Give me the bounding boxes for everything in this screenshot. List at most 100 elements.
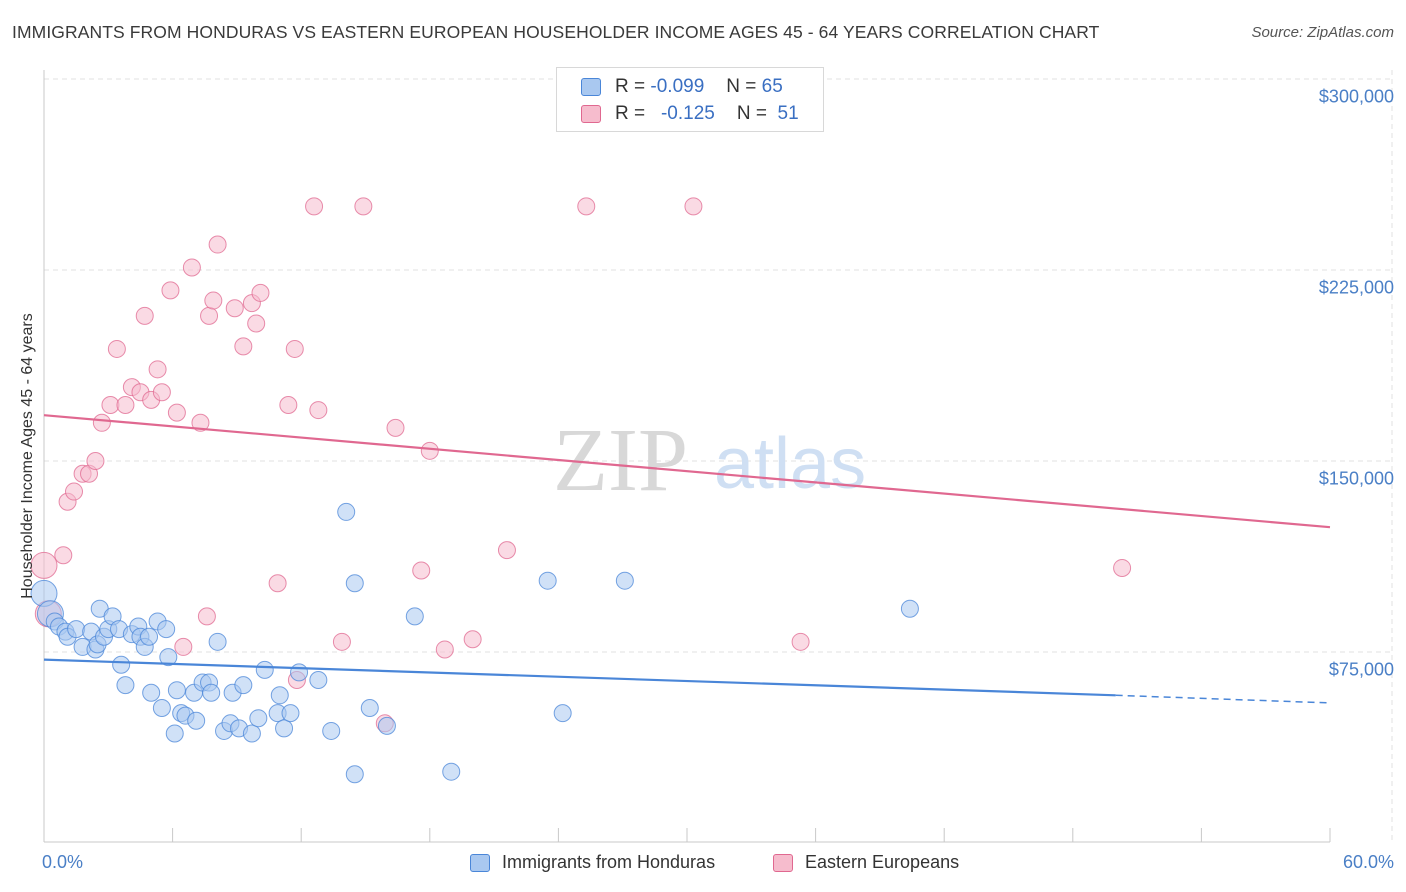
n-value: 51 <box>777 103 799 124</box>
r-value: -0.099 <box>650 76 705 97</box>
legend-label: Eastern Europeans <box>805 852 960 872</box>
data-point <box>202 683 221 702</box>
data-point <box>305 197 324 216</box>
data-point <box>92 413 111 432</box>
data-point <box>290 663 309 682</box>
data-point <box>174 637 193 656</box>
data-point <box>322 721 341 740</box>
grid-lines <box>44 70 1393 842</box>
trend-line-extension <box>1115 694 1331 704</box>
data-point <box>67 620 86 639</box>
data-point <box>152 699 171 718</box>
data-point <box>281 704 300 723</box>
data-point <box>112 655 131 674</box>
data-point <box>538 571 557 590</box>
legend-item-honduras: Immigrants from Honduras <box>470 852 715 873</box>
data-point <box>140 627 159 646</box>
data-point <box>182 258 201 277</box>
data-point <box>247 314 266 333</box>
data-point <box>405 607 424 626</box>
data-point <box>152 383 171 402</box>
stats-legend: R = -0.099 N = 65 R = -0.125 N = 51 <box>556 67 824 132</box>
legend-label: Immigrants from Honduras <box>502 852 716 872</box>
data-point <box>442 762 461 781</box>
axes <box>43 70 1331 843</box>
data-point <box>142 683 161 702</box>
data-point <box>86 452 105 470</box>
data-point <box>354 197 373 216</box>
n-label: N = <box>736 103 767 124</box>
data-point <box>435 640 454 659</box>
data-point <box>167 403 186 422</box>
y-tick-label: $300,000 <box>1318 86 1394 107</box>
data-point <box>386 418 405 437</box>
data-point <box>1113 558 1132 577</box>
data-point <box>309 671 328 690</box>
data-point <box>279 395 298 414</box>
data-point <box>309 401 328 420</box>
data-point <box>157 620 176 639</box>
x-tick-label-max: 60.0% <box>1342 852 1394 872</box>
data-point <box>337 502 356 521</box>
data-point <box>249 709 268 728</box>
stats-legend-row-eastern-europeans: R = -0.125 N = 51 <box>581 103 799 125</box>
data-point <box>54 546 73 565</box>
data-point <box>285 339 304 358</box>
data-point <box>275 719 294 738</box>
data-point <box>553 704 572 723</box>
n-label: N = <box>726 76 757 97</box>
data-point <box>268 574 287 593</box>
watermark-atlas: atlas <box>714 424 866 504</box>
data-point <box>420 441 439 460</box>
n-value: 65 <box>761 76 783 97</box>
data-point <box>148 360 167 379</box>
data-point <box>208 235 227 254</box>
r-value: -0.125 <box>660 103 715 124</box>
data-point <box>242 724 261 743</box>
data-point <box>791 632 810 651</box>
data-point <box>65 482 84 501</box>
data-point <box>167 681 186 700</box>
watermark: ZIP atlas <box>553 411 866 510</box>
data-point <box>116 676 135 695</box>
data-point <box>200 306 219 325</box>
data-point <box>159 648 178 667</box>
data-point <box>204 291 223 310</box>
data-point <box>251 283 270 302</box>
legend-swatch-blue <box>581 78 601 96</box>
data-point <box>377 716 396 735</box>
data-point <box>345 574 364 593</box>
data-point <box>270 686 289 705</box>
data-point <box>900 599 919 618</box>
data-point <box>191 413 210 432</box>
data-point <box>412 561 431 580</box>
x-tick-label-min: 0.0% <box>42 852 84 872</box>
legend-item-eastern-europeans: Eastern Europeans <box>773 852 959 873</box>
data-point <box>332 632 351 651</box>
data-point <box>165 724 184 743</box>
series-honduras-points <box>30 502 919 784</box>
data-point <box>234 337 253 356</box>
legend-swatch-pink <box>581 105 601 123</box>
data-point <box>187 711 206 730</box>
data-point <box>197 607 216 626</box>
stats-legend-row-honduras: R = -0.099 N = 65 <box>581 76 783 98</box>
data-point <box>135 306 154 325</box>
source-label: Source: ZipAtlas.com <box>1251 24 1394 41</box>
data-point <box>208 632 227 651</box>
data-point <box>101 395 120 414</box>
data-point <box>255 660 274 679</box>
legend-swatch-blue <box>470 853 490 872</box>
trend-line <box>43 414 1331 529</box>
r-label: R = <box>615 103 646 124</box>
y-tick-label: $75,000 <box>1328 659 1394 680</box>
data-point <box>107 339 126 358</box>
r-label: R = <box>615 76 646 97</box>
data-point <box>116 395 135 414</box>
data-point <box>577 197 596 216</box>
y-tick-label: $225,000 <box>1318 277 1394 298</box>
data-point <box>463 630 482 649</box>
y-axis-label: Householder Income Ages 45 - 64 years <box>19 313 36 599</box>
trend-line <box>43 658 1116 697</box>
